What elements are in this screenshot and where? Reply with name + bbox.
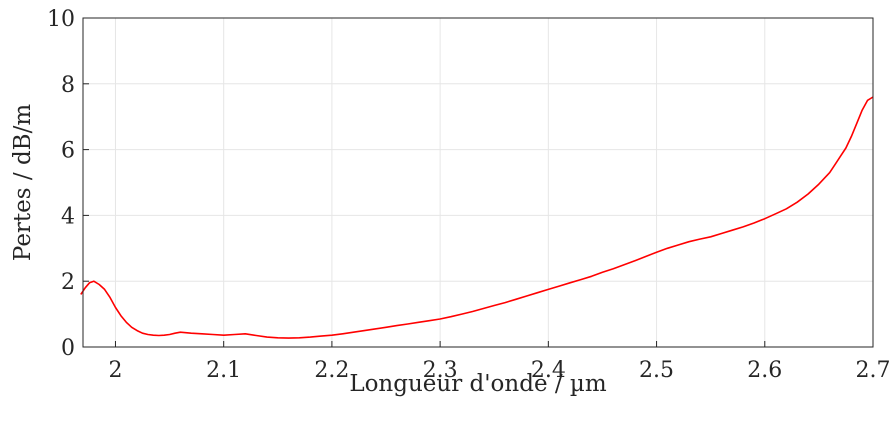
x-tick-label: 2.7 — [856, 358, 891, 383]
grid-lines — [83, 17, 874, 348]
x-tick-label: 2.2 — [314, 358, 349, 383]
x-tick-label: 2.6 — [747, 358, 782, 383]
x-tick-label: 2.4 — [531, 358, 566, 383]
y-axis-label: Pertes / dB/m — [10, 104, 36, 261]
y-tick-label: 4 — [61, 204, 75, 229]
y-axis-ticks: 0 2 4 6 8 10 — [47, 7, 89, 361]
x-axis-ticks: 2 2.1 2.2 2.3 2.4 2.5 2.6 2.7 — [108, 341, 891, 383]
loss-line — [80, 96, 874, 339]
plot-area-frame — [82, 17, 874, 348]
x-tick-label: 2.3 — [423, 358, 458, 383]
series-layer — [80, 96, 874, 339]
x-tick-label: 2.1 — [206, 358, 241, 383]
x-tick-label: 2.5 — [639, 358, 674, 383]
y-tick-label: 8 — [61, 73, 75, 98]
x-tick-label: 2 — [108, 358, 122, 383]
y-tick-label: 6 — [61, 139, 75, 164]
y-tick-label: 10 — [47, 7, 75, 32]
y-tick-label: 2 — [61, 270, 75, 295]
y-tick-label: 0 — [61, 336, 75, 361]
x-axis-label: Longueur d'onde / µm — [349, 371, 607, 397]
